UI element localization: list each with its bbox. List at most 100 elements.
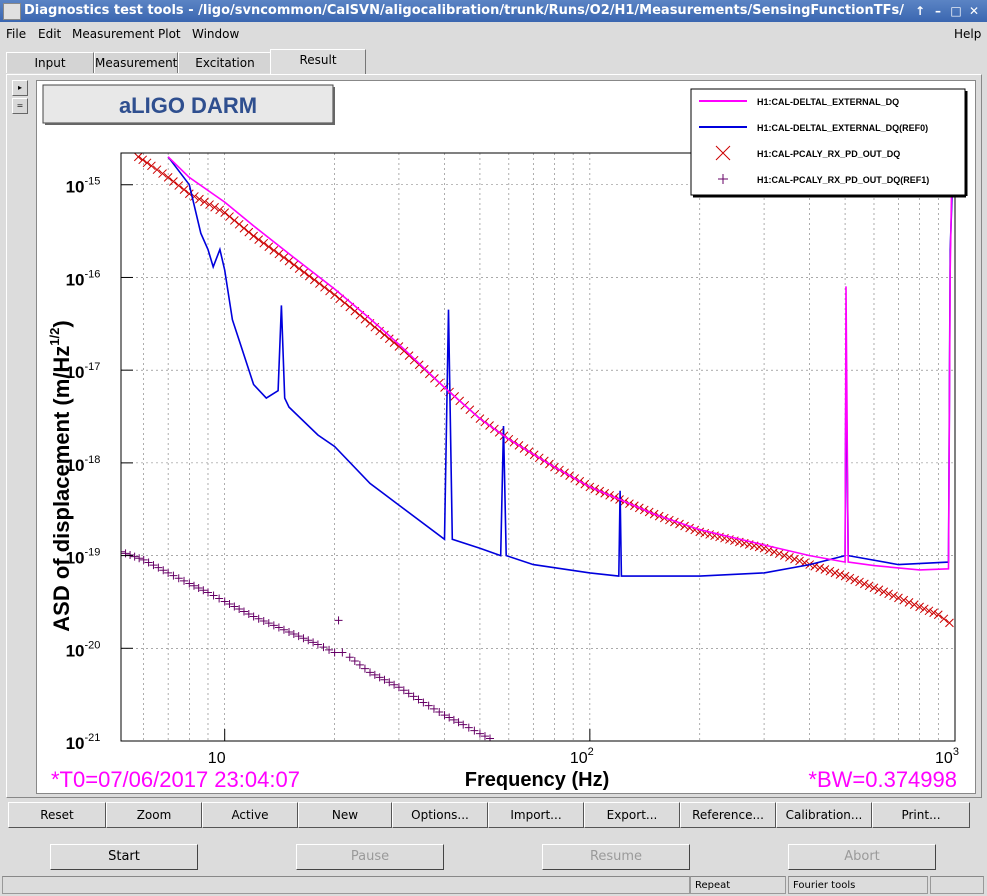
series-marker [319,643,328,652]
series-marker [835,570,845,579]
series-marker [225,212,234,221]
expand-arrow-icon[interactable]: ▸ [12,80,28,96]
series-marker [424,701,433,710]
new-button[interactable]: New [298,802,392,828]
series-marker [220,597,229,606]
series-marker [133,153,143,162]
series-marker [205,200,214,209]
menu-help[interactable]: Help [954,27,982,41]
series-marker [915,602,924,612]
x-axis-label: Frequency (Hz) [465,769,609,791]
tab-measurement[interactable]: Measurement [94,52,178,73]
app-icon [3,3,21,20]
tab-result[interactable]: Result [270,49,366,74]
series-marker [429,704,438,713]
series-marker [209,591,218,600]
tab-input[interactable]: Input [6,52,94,73]
series-marker [933,610,943,620]
series-marker [375,673,384,682]
series-marker [380,330,389,340]
menu-plot[interactable]: Plot [158,27,181,41]
series-marker [894,593,903,603]
series-marker [299,634,308,643]
series-marker [195,194,204,204]
series-marker [294,264,304,273]
options-button[interactable]: Options... [392,802,488,828]
series-marker [939,614,949,624]
series-marker [815,563,825,573]
title-box [42,84,334,124]
series-marker [215,594,224,603]
series-marker [244,227,254,237]
series-marker [179,185,189,195]
options-toggle-icon[interactable]: = [12,98,28,114]
series-line [167,156,955,571]
series-marker [215,205,224,215]
series-marker [825,566,835,576]
reference-button[interactable]: Reference... [680,802,776,828]
series-marker [845,573,855,583]
series-marker [470,726,479,735]
series-marker [445,713,454,722]
asd-plot[interactable]: aLIGO DARM 10 102 10310-1510-1610-1710-181… [37,81,975,793]
zoom-button[interactable]: Zoom [106,802,202,828]
import-button[interactable]: Import... [488,802,584,828]
legend-swatch [718,174,728,184]
plot-canvas[interactable]: aLIGO DARM 10 102 103 10-15 10-16 10-17 10-18 1… [36,80,976,794]
status-mode: Repeat [690,876,786,894]
series-marker [239,607,248,616]
series-marker [390,680,399,689]
series-marker [769,547,779,557]
calibration-button[interactable]: Calibration... [776,802,872,828]
minimize-icon[interactable]: – [935,4,941,18]
menu-file[interactable]: File [6,27,27,41]
menu-bar: File Edit Measurement Plot Window Help [0,23,987,45]
maximize-icon[interactable]: □ [950,4,962,18]
menu-measurement[interactable]: Measurement [72,27,155,41]
series-marker [142,158,152,168]
close-icon[interactable]: ✕ [968,4,980,18]
legend-label: H1:CAL-PCALY_RX_PD_OUT_DQ(REF1) [757,175,929,185]
series-marker [325,286,334,296]
print-button[interactable]: Print... [872,802,970,828]
series-marker [325,645,334,654]
series-marker [274,623,283,632]
abort-button[interactable]: Abort [788,844,936,870]
menu-edit[interactable]: Edit [38,27,62,41]
reset-button[interactable]: Reset [8,802,106,828]
series-marker [220,208,230,218]
series-marker [830,568,840,578]
x-tick-label: 102 [570,746,594,767]
series-marker [389,338,399,347]
pin-icon[interactable]: ↑ [914,4,926,18]
series-marker [360,664,369,673]
start-button[interactable]: Start [50,844,198,870]
status-tool: Fourier tools [788,876,928,894]
active-button[interactable]: Active [202,802,298,828]
legend-label: H1:CAL-DELTAL_EXTERNAL_DQ [757,97,899,107]
y-tick-label: 10-21 [66,732,101,753]
series-marker [164,568,173,577]
series-marker [480,732,489,741]
series-marker [409,692,418,701]
series-marker [889,591,898,601]
series-marker [279,625,288,634]
series-marker [294,632,303,641]
plot-title: aLIGO DARM [119,93,257,118]
series-marker [194,583,203,592]
resume-button[interactable]: Resume [542,844,690,870]
series-marker [909,600,919,609]
export-button[interactable]: Export... [584,802,680,828]
series-marker [259,616,268,625]
menu-window[interactable]: Window [192,27,240,41]
series-marker [230,602,239,611]
series-marker [274,249,284,259]
series-marker [795,556,804,566]
series-marker [152,165,162,175]
tab-excitation[interactable]: Excitation [178,52,272,73]
pause-button[interactable]: Pause [296,844,444,870]
series-marker [350,657,359,666]
series-marker [879,587,889,597]
legend[interactable]: H1:CAL-DELTAL_EXTERNAL_DQ H1:CAL-DELTAL_E… [690,88,968,198]
series-marker [330,648,339,657]
